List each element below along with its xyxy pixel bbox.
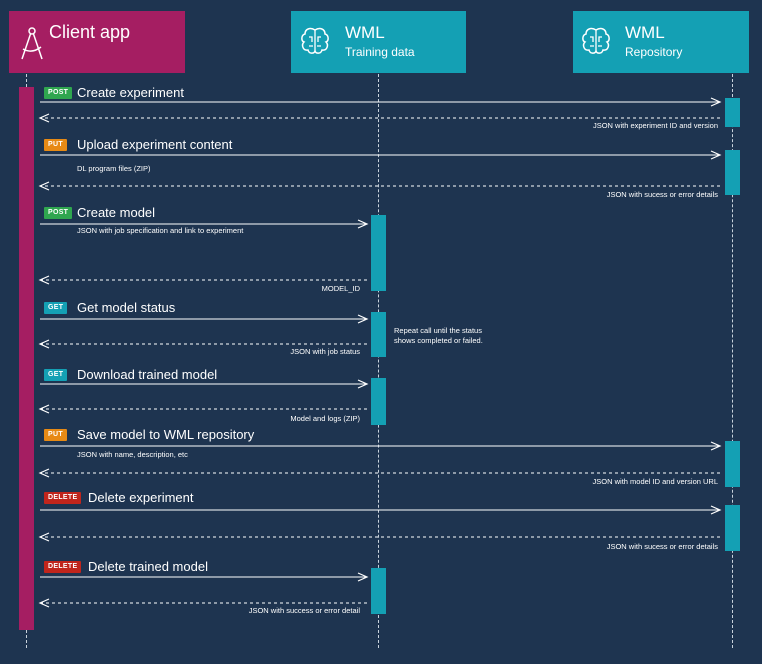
- method-badge: POST: [44, 207, 73, 219]
- response-label: JSON with job status: [290, 347, 360, 356]
- activation-bar: [725, 441, 740, 487]
- request-label: Create model: [77, 205, 156, 220]
- note-line-2: shows completed or failed.: [394, 336, 483, 345]
- compass-icon: [21, 27, 43, 60]
- method-badge: GET: [44, 369, 68, 381]
- activation-bar: [725, 98, 740, 127]
- request-arrow-arrowhead: [357, 314, 369, 324]
- activation-bar: [371, 378, 386, 425]
- response-label: Model and logs (ZIP): [290, 414, 360, 423]
- activation-bar: [371, 312, 386, 357]
- request-label: Save model to WML repository: [77, 427, 255, 442]
- request-label: Create experiment: [77, 85, 184, 100]
- response-label: JSON with model ID and version URL: [592, 477, 718, 486]
- request-label: Get model status: [77, 300, 176, 315]
- response-label: JSON with success or error detail: [248, 606, 360, 615]
- activation-bar: [371, 568, 386, 614]
- training-lifeline: [378, 74, 379, 648]
- request-arrow-arrowhead: [710, 505, 722, 515]
- response-label: MODEL_ID: [321, 284, 360, 293]
- brain-icon: [582, 27, 610, 54]
- repository-subtitle: Repository: [625, 45, 683, 59]
- request-arrow-arrowhead: [357, 379, 369, 389]
- response-label: JSON with experiment ID and version: [592, 121, 718, 130]
- activation-bar: [725, 505, 740, 551]
- repository-lifeline: [732, 74, 733, 648]
- request-detail: JSON with job specification and link to …: [77, 226, 244, 235]
- client-title: Client app: [49, 22, 131, 42]
- repository-participant: WML Repository: [573, 11, 749, 73]
- response-label: JSON with sucess or error details: [606, 542, 718, 551]
- activation-bar: [725, 150, 740, 195]
- response-arrow-arrowhead: [38, 468, 50, 478]
- request-label: Upload experiment content: [77, 137, 233, 152]
- request-detail: JSON with name, description, etc: [77, 450, 188, 459]
- response-arrow-arrowhead: [38, 598, 50, 608]
- client-activation-bar: [19, 87, 34, 630]
- request-detail: DL program files (ZIP): [77, 164, 151, 173]
- request-label: Delete experiment: [88, 490, 194, 505]
- training-subtitle: Training data: [345, 45, 415, 59]
- note-line-1: Repeat call until the status: [394, 326, 482, 335]
- response-arrow-arrowhead: [38, 339, 50, 349]
- response-arrow-arrowhead: [38, 532, 50, 542]
- request-arrow-arrowhead: [357, 572, 369, 582]
- response-arrow-arrowhead: [38, 181, 50, 191]
- method-badge: PUT: [44, 139, 67, 151]
- response-arrow-arrowhead: [38, 404, 50, 414]
- request-label: Download trained model: [77, 367, 218, 382]
- method-badge: GET: [44, 302, 68, 314]
- method-badge: DELETE: [44, 561, 82, 573]
- brain-icon: [301, 27, 329, 54]
- activation-bar: [371, 215, 386, 291]
- request-label: Delete trained model: [88, 559, 208, 574]
- response-arrow-arrowhead: [38, 113, 50, 123]
- request-arrow-arrowhead: [710, 150, 722, 160]
- response-label: JSON with sucess or error details: [606, 190, 718, 199]
- method-badge: DELETE: [44, 492, 82, 504]
- response-arrow-arrowhead: [38, 275, 50, 285]
- method-badge: POST: [44, 87, 73, 99]
- training-participant: WML Training data: [291, 11, 466, 73]
- client-participant: Client app: [9, 11, 185, 73]
- request-arrow-arrowhead: [710, 97, 722, 107]
- method-badge: PUT: [44, 429, 67, 441]
- repository-title: WML: [625, 23, 665, 42]
- request-arrow-arrowhead: [710, 441, 722, 451]
- request-arrow-arrowhead: [357, 219, 369, 229]
- training-title: WML: [345, 23, 385, 42]
